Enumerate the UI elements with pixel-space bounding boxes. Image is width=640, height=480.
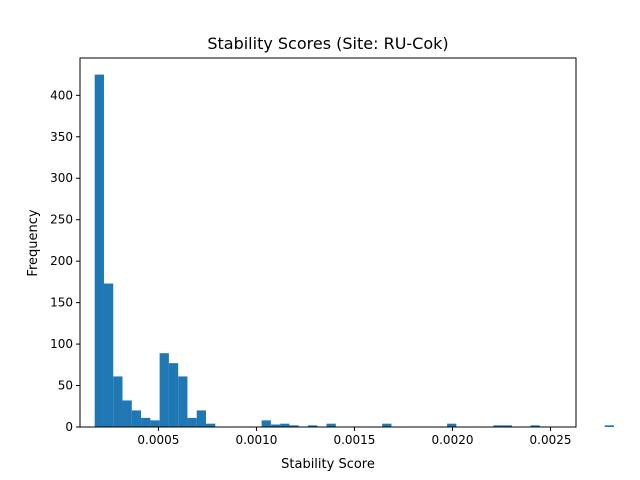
histogram-bar: [261, 420, 271, 427]
x-tick-label: 0.0025: [530, 433, 572, 447]
histogram-bar: [131, 410, 142, 427]
y-tick-label: 150: [50, 296, 73, 310]
y-axis-ticks: 0 50 100 150 200 250 300 350 400: [50, 88, 80, 434]
histogram-bar: [159, 353, 169, 427]
histogram-bar: [604, 425, 614, 427]
y-tick-label: 0: [65, 420, 73, 434]
x-tick-label: 0.0015: [333, 433, 375, 447]
x-axis-ticks: 0.0005 0.0010 0.0015 0.0020 0.0025: [137, 427, 572, 447]
plot-frame: [79, 57, 577, 428]
y-tick-label: 250: [50, 213, 73, 227]
y-tick-label: 350: [50, 130, 73, 144]
histogram-bar: [280, 423, 290, 427]
histogram-bar: [103, 283, 114, 427]
y-tick-label: 100: [50, 337, 73, 351]
histogram-bar: [94, 74, 104, 428]
histogram-bar: [270, 424, 281, 427]
histogram-bar: [168, 363, 179, 427]
y-tick-label: 400: [50, 88, 73, 102]
y-axis-label: Frequency: [26, 209, 41, 276]
x-tick-label: 0.0020: [431, 433, 473, 447]
x-tick-label: 0.0010: [235, 433, 277, 447]
histogram-bar: [493, 425, 503, 427]
y-tick-label: 50: [58, 379, 73, 393]
histogram-bar: [326, 423, 336, 427]
histogram-bars: [94, 74, 614, 428]
histogram-bar: [502, 425, 512, 427]
histogram-bar: [205, 423, 216, 427]
x-tick-label: 0.0005: [137, 433, 179, 447]
histogram-bar: [150, 420, 160, 427]
histogram-bar: [113, 376, 123, 427]
histogram-bar: [141, 417, 151, 427]
histogram-bar: [530, 425, 540, 427]
histogram-bar: [447, 423, 457, 427]
histogram-bar: [289, 425, 299, 427]
histogram-bar: [196, 410, 206, 427]
histogram-bar: [187, 417, 197, 427]
x-axis-label: Stability Score: [281, 457, 375, 472]
histogram-bar: [307, 425, 318, 427]
y-tick-label: 200: [50, 254, 73, 268]
y-tick-label: 300: [50, 171, 73, 185]
chart-title: Stability Scores (Site: RU-Cok): [207, 34, 448, 53]
histogram-bar: [178, 376, 188, 427]
histogram-bar: [122, 400, 132, 427]
histogram-bar: [382, 423, 392, 427]
